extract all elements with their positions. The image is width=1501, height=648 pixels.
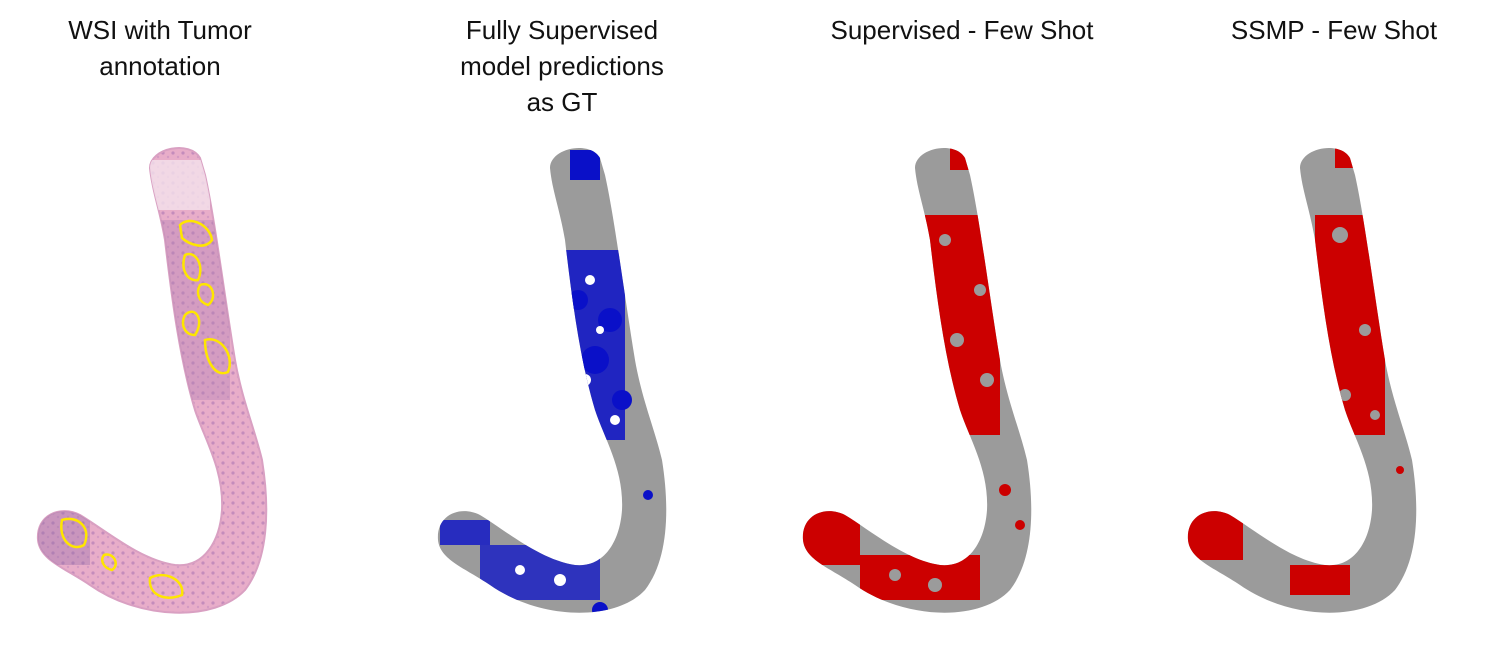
- panel-title-fully-supervised: Fully Supervised model predictions as GT: [460, 15, 664, 117]
- wsi-panel: [36, 146, 268, 614]
- supervised-few-shot-panel: [802, 147, 1032, 613]
- panel-title-supervised-few-shot: Supervised - Few Shot: [830, 15, 1094, 45]
- panel-title-ssmp-few-shot: SSMP - Few Shot: [1230, 15, 1438, 45]
- ssmp-few-shot-panel: [1187, 147, 1417, 613]
- fully-supervised-panel: [437, 147, 667, 613]
- panel-title-wsi: WSI with Tumor annotation: [68, 15, 252, 81]
